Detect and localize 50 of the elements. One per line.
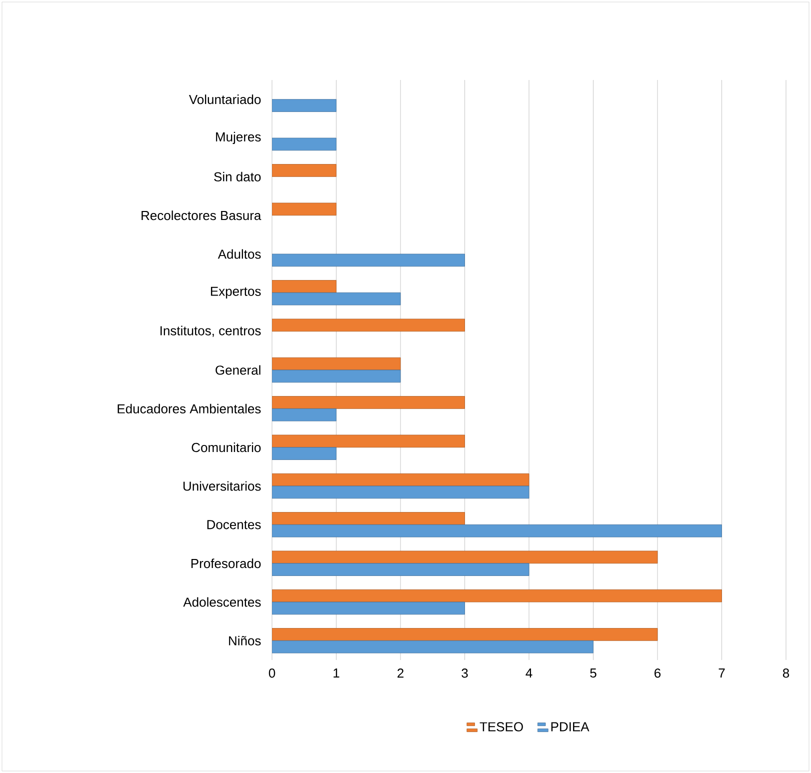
y-tick-label: Voluntariado — [189, 94, 261, 104]
legend-label: TESEO — [480, 722, 523, 732]
x-tick-label: 3 — [462, 668, 468, 678]
y-tick-label: General — [216, 365, 260, 375]
y-tick-label: Sin dato — [214, 172, 261, 182]
x-tick-label: 7 — [718, 668, 725, 678]
bar — [272, 434, 465, 448]
bar — [272, 254, 465, 267]
y-tick-label: Recolectores Basura — [142, 210, 262, 220]
bar — [272, 550, 658, 564]
y-tick-label: Universitarios — [183, 481, 261, 491]
bar — [272, 473, 530, 486]
x-tick-label: 4 — [526, 668, 532, 678]
bar — [272, 99, 336, 112]
bar — [272, 202, 336, 216]
bar — [272, 628, 658, 641]
y-tick-label: Mujeres — [216, 132, 261, 144]
x-tick-label: 8 — [782, 668, 790, 678]
y-tick-label: Profesorado — [191, 558, 261, 568]
bar — [272, 370, 401, 383]
y-tick-label: Expertos — [210, 286, 261, 298]
bar — [272, 357, 401, 370]
bar — [272, 563, 530, 576]
bar — [272, 589, 722, 602]
y-tick-label: Docentes — [207, 520, 261, 530]
bar — [272, 164, 336, 177]
bar — [272, 602, 465, 615]
bar — [272, 640, 594, 654]
bar — [272, 447, 336, 460]
bar — [272, 280, 336, 293]
y-tick-label: Institutos, centros — [160, 326, 261, 337]
bar — [272, 512, 465, 525]
bar — [272, 318, 465, 332]
x-tick-label: 5 — [590, 668, 596, 678]
bar — [272, 408, 336, 422]
bar — [272, 396, 465, 409]
y-tick-label: Educadores Ambientales — [118, 404, 261, 414]
legend-label: PDIEA — [551, 722, 590, 732]
bar — [272, 524, 722, 538]
x-tick-label: 6 — [654, 668, 661, 678]
y-tick-label: Niños — [229, 636, 261, 646]
y-tick-label: Comunitario — [192, 442, 261, 452]
x-tick-label: 2 — [398, 668, 404, 678]
bar — [272, 138, 336, 151]
x-tick-label: 1 — [334, 668, 340, 678]
x-tick-label: 0 — [268, 668, 276, 678]
bar — [272, 486, 530, 499]
y-tick-label: Adultos — [218, 249, 261, 259]
y-tick-label: Adolescentes — [183, 597, 261, 607]
bar — [272, 292, 401, 306]
